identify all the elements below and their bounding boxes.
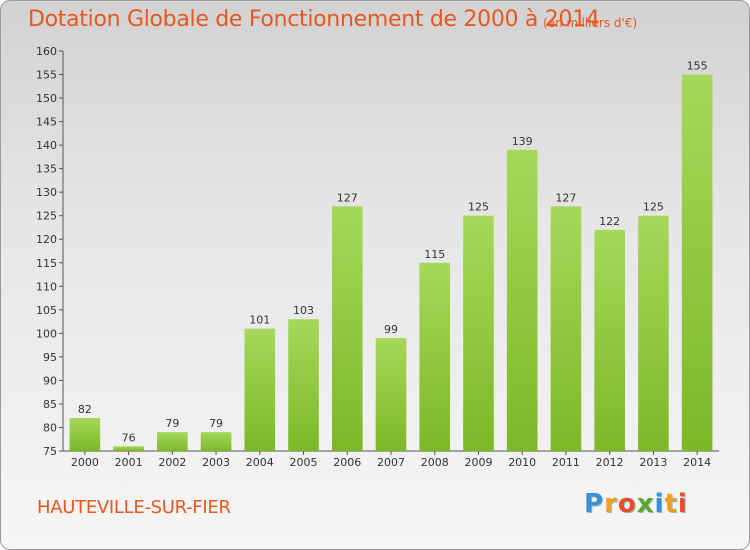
y-tick-label: 105 [36,304,57,317]
bar-value-label: 125 [468,201,489,214]
x-tick-label: 2003 [202,456,230,469]
x-tick-label: 2006 [333,456,361,469]
bar [550,206,582,451]
chart-title: Dotation Globale de Fonctionnement de 20… [28,7,600,32]
y-tick-label: 150 [36,92,57,105]
y-axis: 75 80 85 90 95 100 105 110 115 120 125 130 135 140 145… [36,45,64,458]
y-tick-label: 115 [36,257,57,270]
y-tick-label: 120 [36,233,57,246]
y-tick-label: 140 [36,139,57,152]
commune-name: HAUTEVILLE-SUR-FIER [37,497,231,518]
logo-letter: i [654,489,665,519]
bar [419,262,451,451]
x-tick-label: 2008 [421,456,449,469]
logo-letter: t [664,489,678,519]
y-tick-label: 110 [36,280,57,293]
bar [69,418,101,451]
y-tick-label: 155 [36,69,57,82]
bar-value-label: 155 [687,60,708,73]
y-tick-label: 135 [36,163,57,176]
x-tick-label: 2010 [508,456,536,469]
logo-letter: r [604,489,618,519]
bars-group: 82 76 79 79 101 103 127 99 115 125 139 127 122 125 155 [69,60,713,451]
bar [506,149,538,451]
bar [638,215,669,451]
unit-label: (en milliers d'€) [543,16,638,30]
bar-value-label: 127 [555,191,576,204]
x-tick-label: 2013 [639,456,667,469]
bar [375,338,407,451]
x-tick-label: 2012 [596,456,624,469]
x-axis: 2000 2001 2002 2003 2004 2005 2006 2007 2008 2009… [63,450,719,469]
bar [157,432,188,451]
bar-value-label: 115 [424,248,445,261]
bar [288,319,319,451]
logo-letter: o [617,489,637,519]
logo-letter: P [584,489,605,519]
bar [200,432,232,451]
bar-value-label: 122 [599,215,620,228]
x-tick-label: 2000 [71,456,99,469]
bar [681,74,713,451]
bar [463,215,494,451]
bar-value-label: 82 [78,403,92,416]
x-tick-label: 2004 [246,456,274,469]
bar-value-label: 127 [337,191,358,204]
x-tick-label: 2009 [464,456,492,469]
bar-value-label: 125 [643,201,664,214]
bar [244,328,276,451]
bar [331,206,363,451]
y-tick-label: 125 [36,210,57,223]
bar-value-label: 101 [249,314,270,327]
logo-letter: x [636,489,655,519]
bar-value-label: 79 [209,417,223,430]
logo-letter: i [677,489,688,519]
y-tick-label: 80 [43,421,57,434]
x-tick-label: 2011 [552,456,580,469]
bar [113,446,144,451]
y-tick-label: 160 [36,45,57,58]
y-tick-label: 145 [36,116,57,129]
x-tick-label: 2001 [115,456,143,469]
y-tick-label: 75 [43,445,57,458]
bar [594,229,625,451]
proxiti-logo: Proxiti [584,489,688,519]
bar-value-label: 79 [165,417,179,430]
x-tick-label: 2014 [683,456,711,469]
y-tick-label: 100 [36,327,57,340]
x-tick-label: 2002 [158,456,186,469]
bar-value-label: 76 [122,431,136,444]
bar-value-label: 99 [384,323,398,336]
bar-value-label: 103 [293,304,314,317]
x-tick-label: 2007 [377,456,405,469]
bar-value-label: 139 [512,135,533,148]
y-tick-label: 90 [43,374,57,387]
y-tick-label: 85 [43,398,57,411]
x-tick-label: 2005 [290,456,318,469]
y-tick-label: 130 [36,186,57,199]
y-tick-label: 95 [43,351,57,364]
